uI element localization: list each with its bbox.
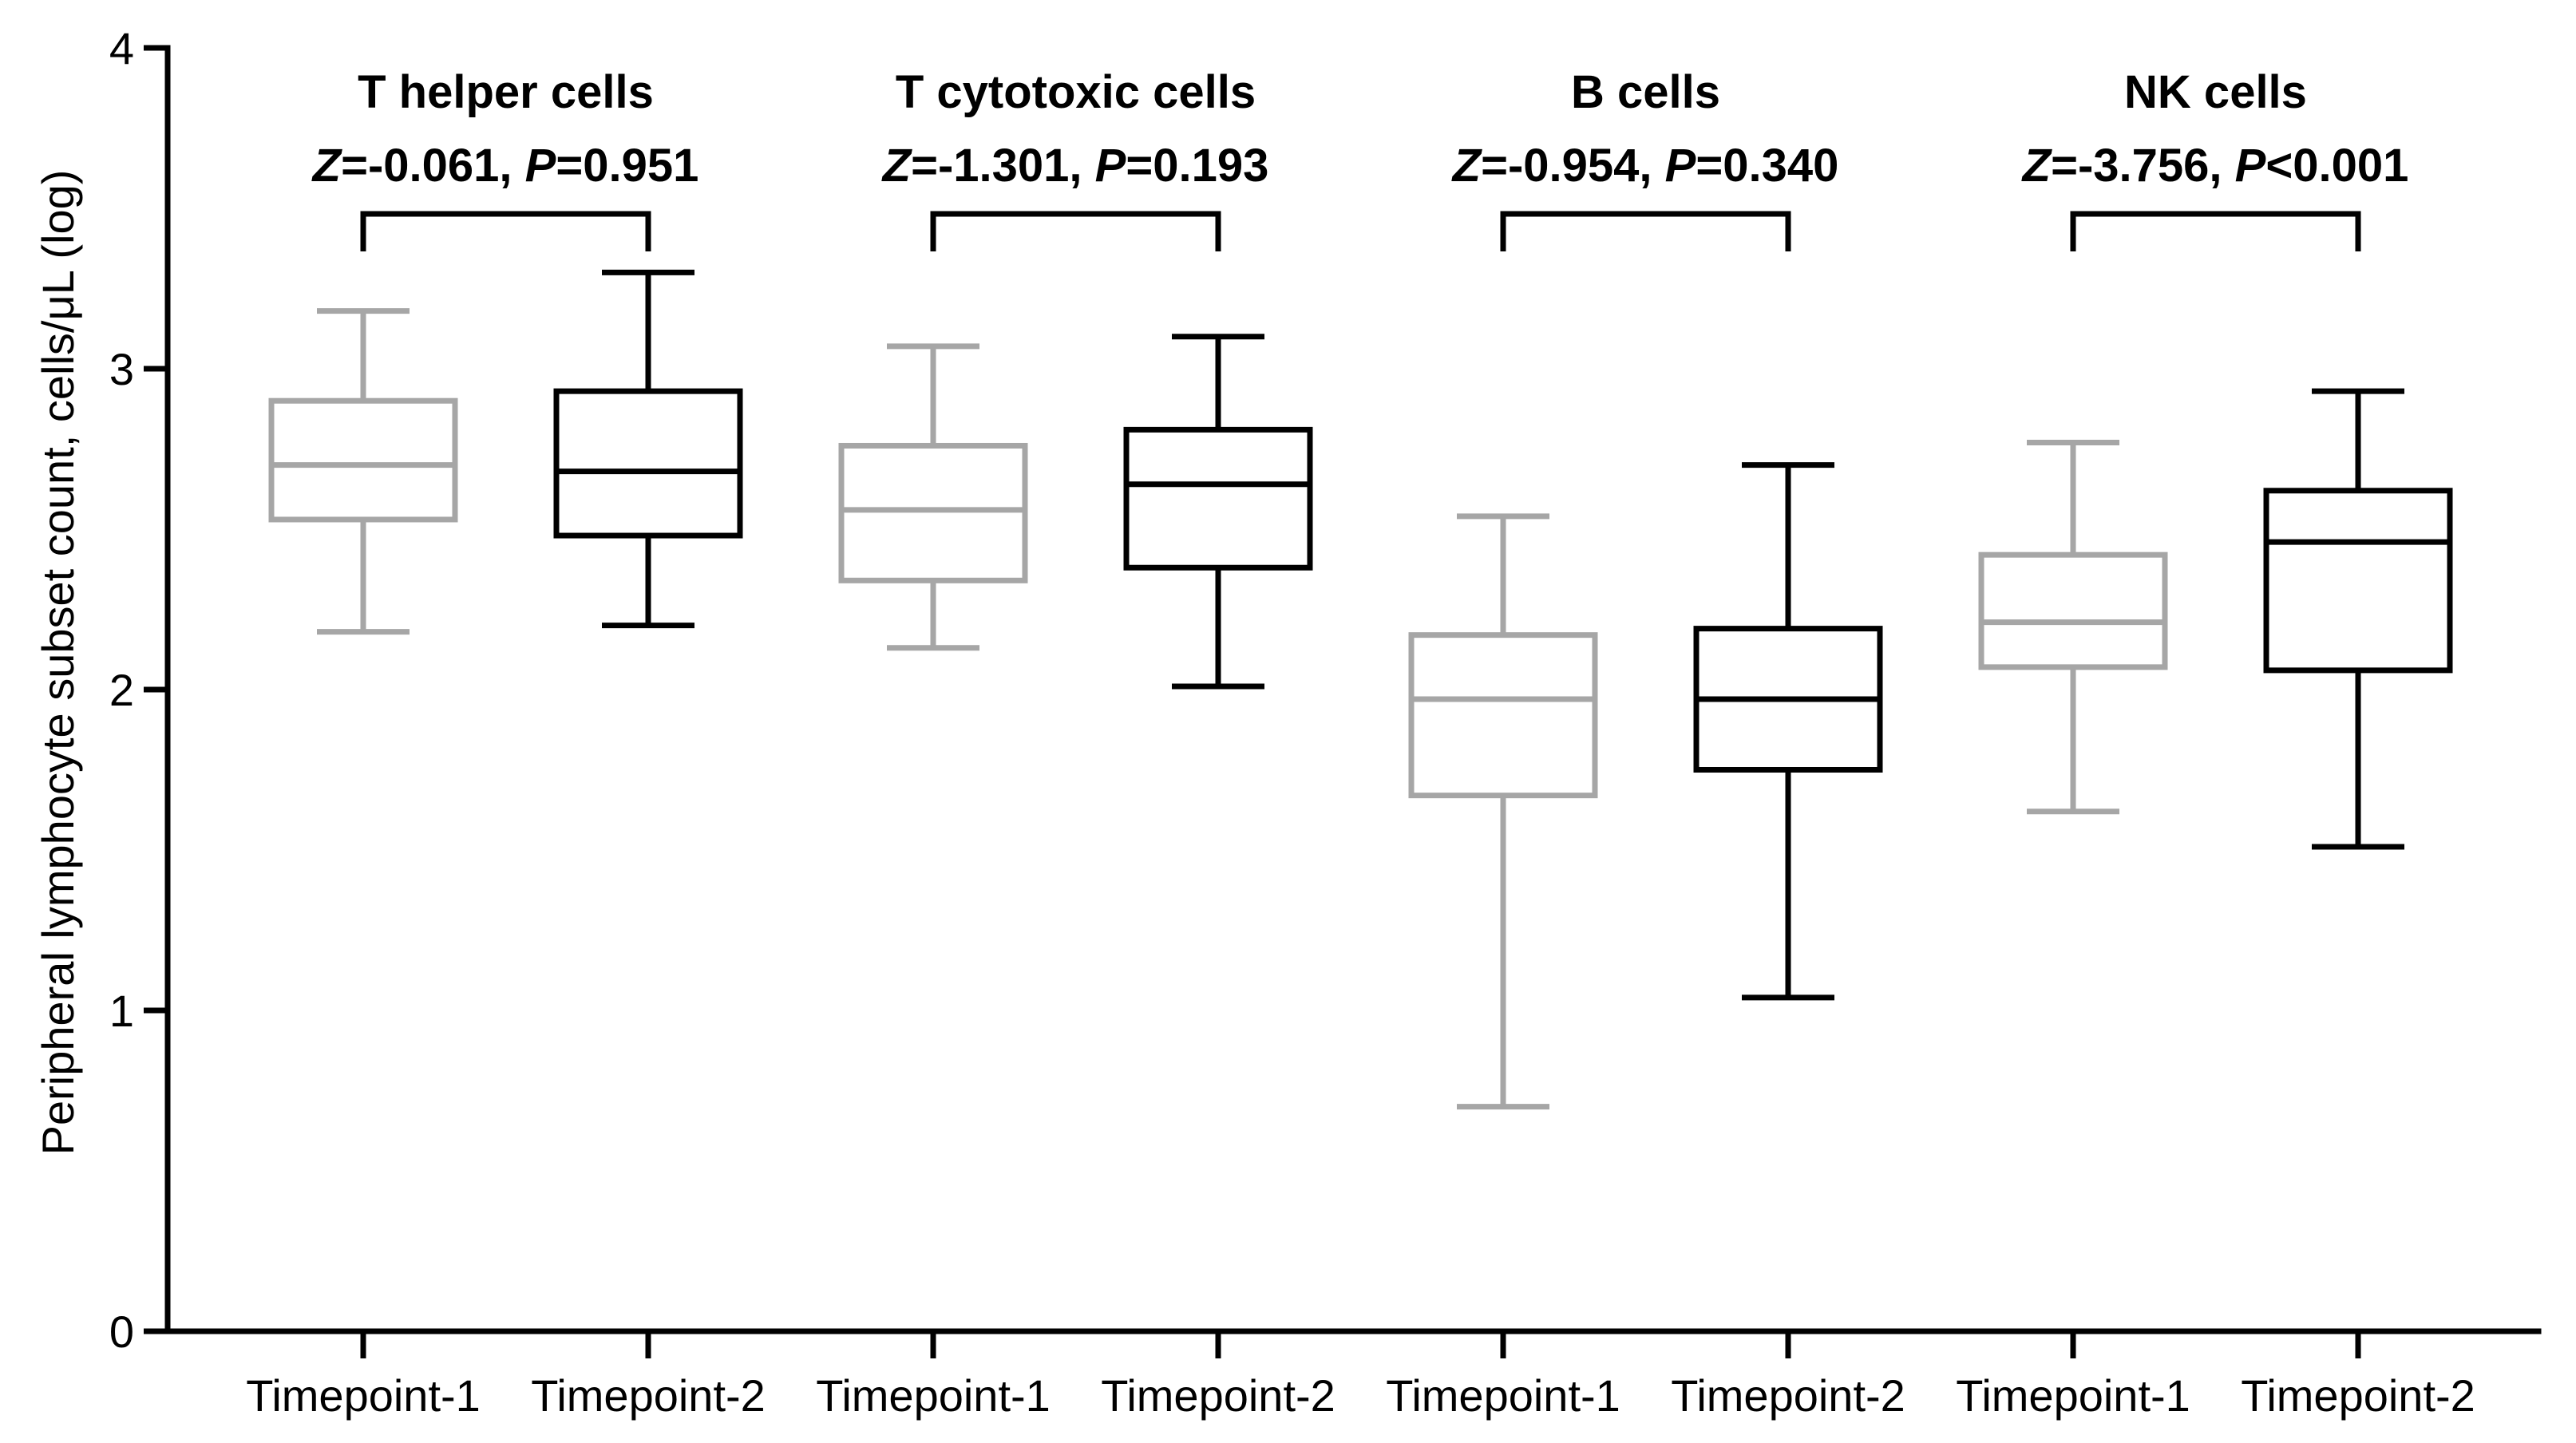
stat-sep: , [499,140,524,192]
x-tick-label: Timepoint-1 [816,1370,1051,1421]
stat-sep: , [2209,140,2234,192]
y-tick-label: 0 [109,1307,134,1357]
box [1123,334,1313,690]
iqr-box [1408,632,1598,799]
stat-z-label: Z [311,140,343,192]
stat-p-label: P [1665,140,1696,192]
stat-p-label: P [1095,140,1126,192]
stat-p-value: =0.340 [1696,140,1838,192]
stat-p-value: =0.193 [1126,140,1268,192]
group-title: T cytotoxic cells [896,66,1256,118]
box [268,308,458,635]
group-title: T helper cells [358,66,654,118]
stat-p-label: P [525,140,556,192]
group-stat: Z=-0.061, P=0.951 [311,140,699,192]
iqr-box [268,397,458,523]
comparison-bracket [360,211,651,251]
stat-z-value: =-3.756 [2051,140,2209,192]
comparison-bracket [1500,211,1791,251]
group-stat: Z=-3.756, P<0.001 [2021,140,2409,192]
axes: 0 1 2 3 4 Timepoint-1 Timepoint-2 Timepoint-1 Ti… [109,23,2542,1421]
comparison-bracket [930,211,1221,251]
box-group: T helper cells Z=-0.061, P=0.951 [268,66,743,635]
y-tick-label: 4 [109,23,134,73]
box [838,343,1028,651]
y-axis-label: Peripheral lymphocyte subset count, cell… [33,170,83,1156]
stat-p-label: P [2235,140,2266,192]
group-title: B cells [1571,66,1720,118]
box-group: NK cells Z=-3.756, P<0.001 [1978,66,2453,850]
x-tick-label: Timepoint-2 [1101,1370,1335,1421]
iqr-box [1123,426,1313,571]
box [2263,388,2453,850]
x-tick-label: Timepoint-2 [531,1370,766,1421]
box-group: T cytotoxic cells Z=-1.301, P=0.193 [838,66,1313,690]
x-tick-label: Timepoint-1 [246,1370,481,1421]
stat-p-value: =0.951 [556,140,698,192]
box [1693,462,1883,1001]
x-tick-label: Timepoint-1 [1386,1370,1620,1421]
box [553,269,743,629]
comparison-bracket [2070,211,2361,251]
group-stat: Z=-1.301, P=0.193 [881,140,1269,192]
group-stat: Z=-0.954, P=0.340 [1451,140,1839,192]
iqr-box [553,388,743,539]
stat-sep: , [1069,140,1094,192]
stat-p-value: <0.001 [2265,140,2408,192]
y-tick-label: 2 [109,665,134,715]
stat-z-label: Z [1451,140,1483,192]
box-group: B cells Z=-0.954, P=0.340 [1408,66,1883,1110]
y-tick-label: 3 [109,344,134,394]
group-title: NK cells [2124,66,2307,118]
iqr-box [1978,552,2168,670]
stat-z-value: =-1.301 [911,140,1069,192]
y-tick-label: 1 [109,986,134,1036]
x-tick-label: Timepoint-2 [2241,1370,2475,1421]
x-tick-label: Timepoint-1 [1956,1370,2190,1421]
iqr-box [2263,488,2453,674]
iqr-box [838,442,1028,583]
stat-z-value: =-0.061 [341,140,499,192]
stat-z-label: Z [2021,140,2053,192]
stat-z-label: Z [881,140,913,192]
box [1408,513,1598,1110]
stat-sep: , [1639,140,1664,192]
box [1978,439,2168,815]
x-tick-label: Timepoint-2 [1671,1370,1905,1421]
stat-z-value: =-0.954 [1481,140,1639,192]
